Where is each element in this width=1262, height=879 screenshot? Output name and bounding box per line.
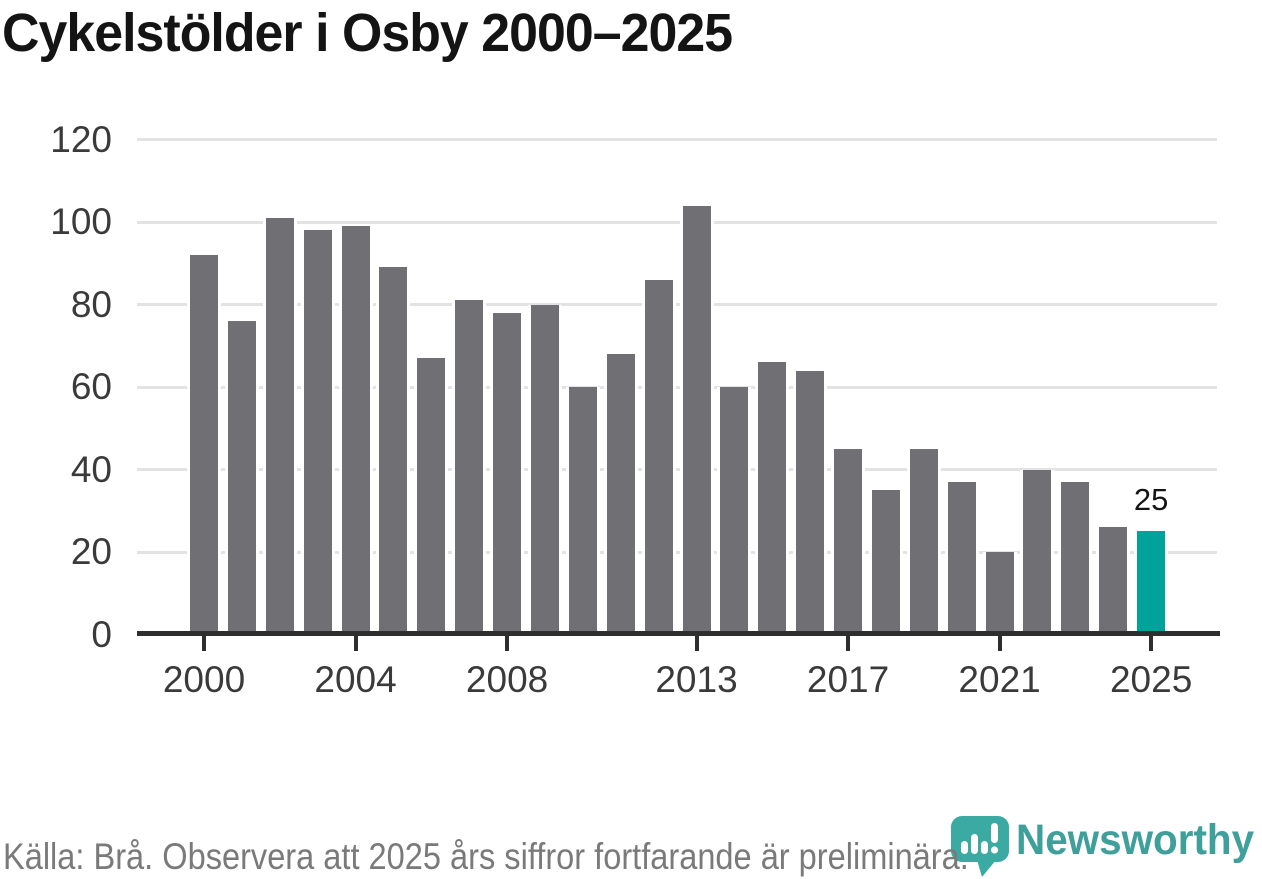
- bar-2011: [603, 354, 638, 635]
- x-axis-label-2004: 2004: [314, 659, 397, 700]
- x-tick-2004: [353, 636, 358, 651]
- gridline-y-20: [137, 550, 1217, 554]
- bar-2025: [1134, 531, 1169, 635]
- x-tick-2013: [694, 636, 699, 651]
- bar-2015: [755, 362, 790, 635]
- x-tick-2000: [202, 636, 206, 651]
- bar-2019: [906, 448, 941, 635]
- gridline-y-100: [137, 220, 1217, 224]
- y-axis-label-0: 0: [91, 613, 112, 655]
- bar-2018: [868, 490, 903, 635]
- bar-2014: [717, 387, 752, 635]
- y-axis-label-80: 80: [70, 283, 112, 325]
- bar-2008: [490, 312, 525, 635]
- y-axis-label-20: 20: [70, 531, 112, 572]
- bar-2007: [452, 300, 487, 635]
- x-axis-label-2025: 2025: [1109, 659, 1193, 700]
- y-axis-label-120: 120: [50, 118, 112, 160]
- chart-title: Cykelstölder i Osby 2000–2025: [2, 3, 733, 63]
- bar-2022: [1020, 469, 1055, 635]
- bar-2016: [793, 370, 828, 635]
- bar-2010: [565, 387, 600, 635]
- x-axis-label-2021: 2021: [958, 659, 1041, 700]
- bar-2001: [224, 321, 259, 635]
- newsworthy-logo-icon: [951, 816, 1009, 877]
- bar-2006: [414, 358, 449, 635]
- x-axis-label-2017: 2017: [806, 659, 890, 700]
- source-note: Källa: Brå. Observera att 2025 års siffr…: [3, 836, 969, 877]
- bar-2002: [262, 217, 297, 635]
- bar-2004: [338, 226, 373, 635]
- bar-2023: [1058, 481, 1093, 635]
- x-axis-label-2000: 2000: [162, 659, 246, 700]
- bar-2017: [831, 448, 866, 635]
- bar-2013: [679, 205, 714, 635]
- x-axis-label-2013: 2013: [655, 659, 738, 700]
- newsworthy-wordmark: Newsworthy: [1016, 816, 1255, 864]
- bar-2003: [300, 230, 335, 635]
- y-axis-label-60: 60: [70, 366, 112, 407]
- y-axis-label-40: 40: [70, 448, 112, 490]
- x-tick-2008: [505, 636, 510, 651]
- bar-2020: [944, 481, 979, 635]
- y-axis-label-100: 100: [50, 201, 112, 242]
- x-tick-2025: [1149, 636, 1154, 651]
- x-tick-2017: [846, 636, 851, 651]
- bar-2000: [187, 255, 221, 635]
- bar-value-label: 25: [1133, 482, 1169, 518]
- bar-2012: [641, 279, 676, 635]
- gridline-y-120: [137, 138, 1217, 141]
- x-axis-line: [137, 631, 1220, 636]
- x-axis-label-2008: 2008: [465, 659, 549, 700]
- bar-2021: [982, 552, 1017, 635]
- x-tick-2021: [997, 636, 1002, 651]
- bar-2005: [376, 267, 411, 635]
- gridline-y-60: [137, 385, 1217, 389]
- gridline-y-40: [137, 468, 1217, 471]
- bar-2024: [1096, 527, 1131, 635]
- newsworthy-logo: Newsworthy: [948, 810, 1262, 879]
- bar-2009: [527, 304, 562, 635]
- gridline-y-80: [137, 303, 1217, 306]
